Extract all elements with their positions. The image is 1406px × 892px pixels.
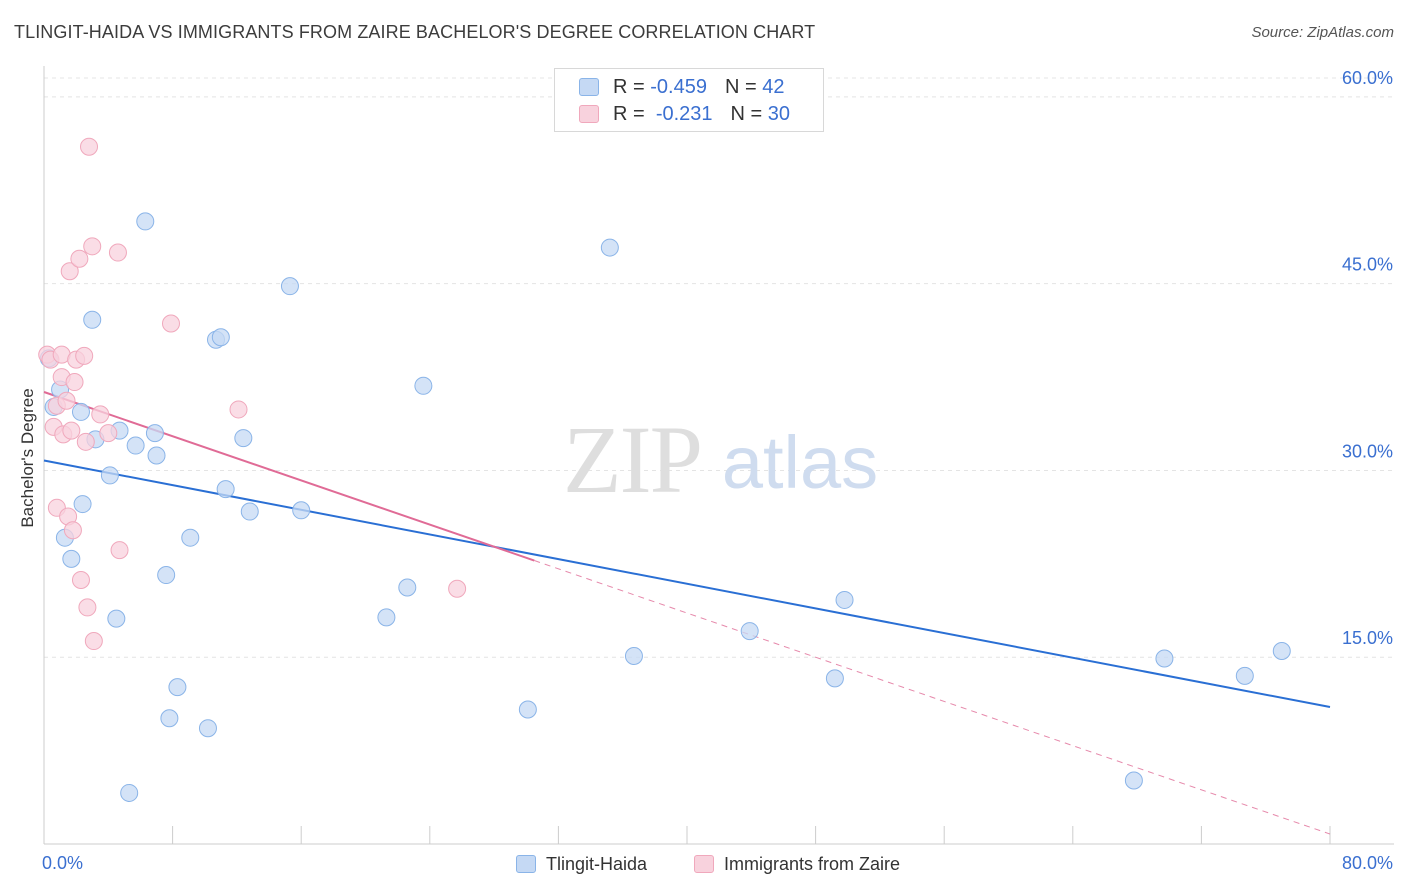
source-credit: Source: ZipAtlas.com	[1251, 24, 1394, 41]
zaire-point	[83, 237, 102, 256]
zaire-point	[78, 598, 97, 617]
tlingit-haida-point	[518, 700, 537, 719]
tlingit-haida-point	[168, 678, 187, 697]
tlingit-haida-point	[600, 238, 619, 257]
tlingit-haida-point	[157, 566, 176, 585]
y-tick-label: 30.0%	[1342, 441, 1393, 461]
legend-label: Tlingit-Haida	[546, 853, 648, 874]
data-points	[38, 137, 1291, 802]
zaire-point	[60, 262, 79, 281]
legend-item-zaire: Immigrants from Zaire	[694, 852, 900, 876]
n-value: 30	[767, 102, 791, 125]
zaire-point	[161, 314, 180, 333]
tlingit-haida-point	[414, 376, 433, 395]
legend-item-tlingit-haida: Tlingit-Haida	[516, 852, 647, 876]
tlingit-haida-point	[120, 783, 139, 802]
tlingit-haida-point	[1155, 649, 1174, 668]
r-value: -0.459	[650, 75, 707, 98]
tlingit-haida-point	[740, 622, 759, 641]
tlingit-haida-point	[1235, 666, 1254, 685]
zaire-point	[57, 391, 76, 410]
tlingit-haida-point	[234, 429, 253, 448]
x-tick-label: 0.0%	[42, 853, 83, 873]
watermark-atlas: atlas	[722, 421, 878, 504]
legend-swatch-blue	[579, 78, 599, 96]
tlingit-haida-point	[73, 495, 92, 514]
n-label: N =	[730, 102, 763, 125]
tlingit-haida-point	[1124, 771, 1143, 790]
legend-swatch-pink	[694, 855, 714, 873]
zaire-point	[91, 405, 110, 424]
zaire-point	[71, 571, 90, 590]
y-tick-label: 15.0%	[1342, 628, 1393, 648]
tlingit-haida-point	[292, 501, 311, 520]
zaire-point	[80, 137, 99, 156]
tlingit-haida-point	[145, 424, 164, 443]
x-tick-label: 80.0%	[1342, 853, 1393, 873]
zaire-point	[65, 373, 84, 392]
gridlines	[44, 77, 1394, 658]
tlingit-haida-point	[1272, 642, 1291, 660]
tlingit-haida-point	[377, 608, 396, 627]
r-value: -0.231	[655, 102, 713, 125]
tlingit-haida-point	[160, 709, 179, 728]
tlingit-haida-point	[624, 646, 643, 665]
zaire-point	[84, 632, 103, 651]
tlingit-haida-point	[280, 277, 299, 296]
tlingit-haida-point	[211, 328, 230, 347]
legend-row-tlingit-haida: R = -0.459 N = 42	[579, 74, 784, 100]
zaire-point	[63, 521, 82, 540]
tlingit-haida-point	[107, 609, 126, 628]
tlingit-haida-trend-line	[43, 459, 1331, 709]
tick-labels: 15.0% 30.0% 45.0% 60.0% 0.0% 80.0%	[42, 68, 1393, 873]
zaire-point	[62, 421, 81, 440]
zaire-point	[229, 400, 248, 419]
n-label: N =	[724, 75, 757, 98]
n-value: 42	[762, 75, 785, 98]
correlation-legend: R = -0.459 N = 42 R = -0.231 N = 30	[554, 68, 824, 132]
r-label: R =	[613, 75, 645, 98]
tlingit-haida-point	[825, 669, 844, 688]
legend-swatch-pink	[579, 105, 599, 123]
zaire-point	[70, 249, 89, 268]
zaire-point	[99, 424, 118, 443]
tlingit-haida-point	[181, 528, 200, 547]
tlingit-haida-point	[198, 719, 217, 738]
tlingit-haida-point	[147, 446, 166, 465]
tlingit-haida-point	[835, 590, 854, 609]
watermark: ZIP atlas	[563, 406, 878, 513]
tlingit-haida-point	[100, 466, 119, 485]
zaire-trend-line	[43, 391, 535, 562]
chart-title: TLINGIT-HAIDA VS IMMIGRANTS FROM ZAIRE B…	[14, 22, 816, 42]
trend-lines	[43, 391, 1331, 835]
tlingit-haida-point	[62, 549, 81, 568]
tlingit-haida-point	[71, 402, 90, 421]
zaire-point	[110, 541, 129, 560]
tlingit-haida-point	[136, 212, 155, 231]
legend-swatch-blue	[516, 855, 536, 873]
legend-label: Immigrants from Zaire	[724, 853, 901, 874]
y-tick-label: 45.0%	[1342, 255, 1393, 275]
y-tick-label: 60.0%	[1342, 68, 1393, 88]
zaire-point	[448, 579, 467, 598]
watermark-zip: ZIP	[563, 406, 701, 513]
tlingit-haida-point	[398, 578, 417, 597]
zaire-trend-extension	[534, 560, 1331, 835]
tlingit-haida-point	[216, 480, 235, 499]
zaire-point	[76, 432, 95, 451]
tlingit-haida-point	[240, 502, 259, 521]
axes	[43, 66, 1394, 845]
zaire-point	[75, 346, 94, 365]
legend-row-zaire: R = -0.231 N = 30	[579, 101, 790, 127]
r-label: R =	[613, 102, 645, 125]
tlingit-haida-point	[126, 436, 145, 455]
tlingit-haida-point	[83, 310, 102, 329]
zaire-point	[108, 243, 127, 262]
